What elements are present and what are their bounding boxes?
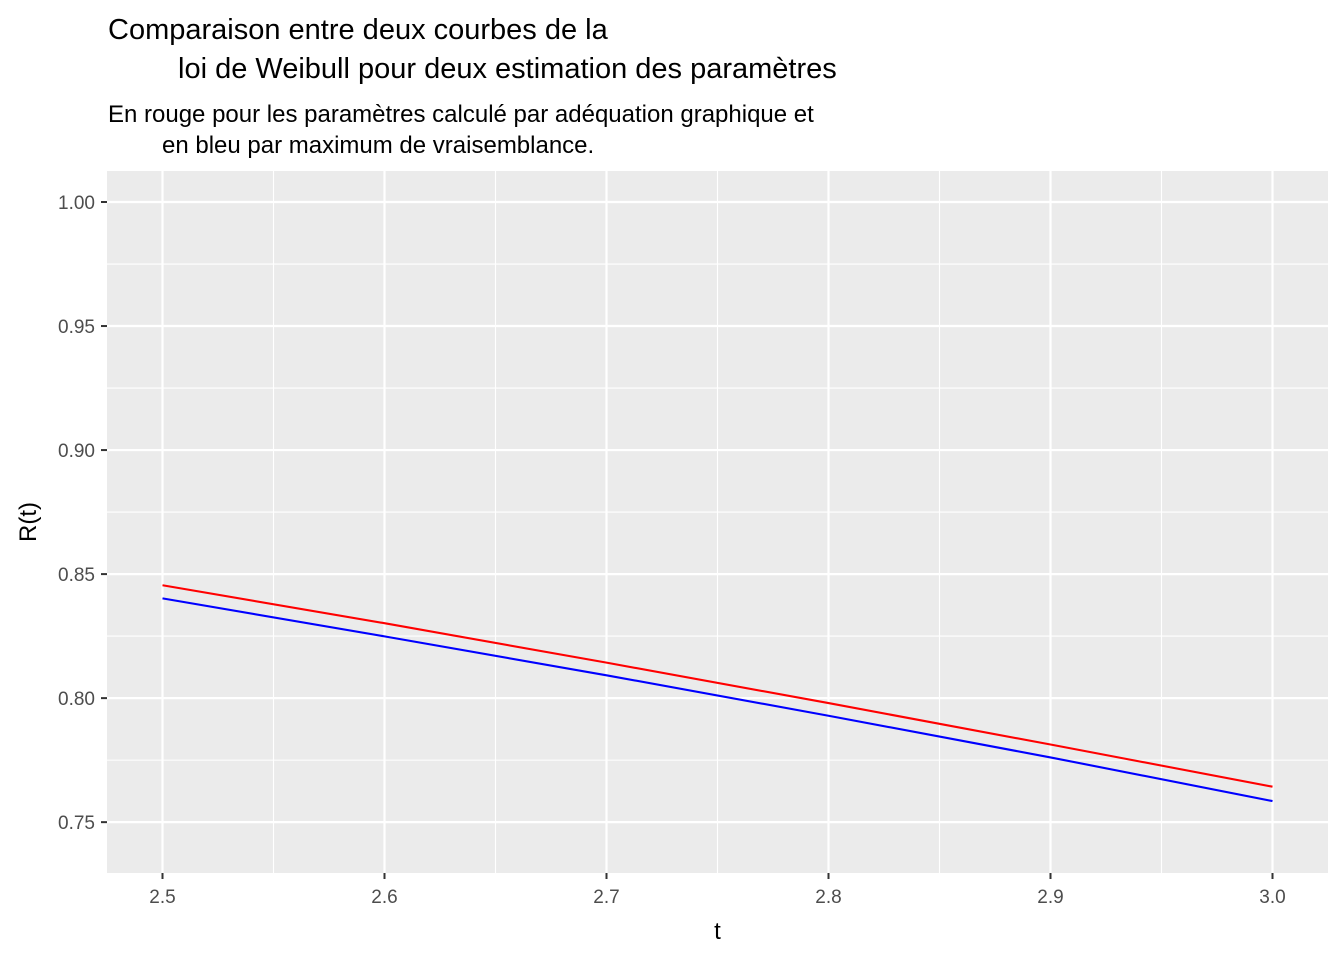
series-line-1 [162,584,1273,788]
y-tick-label: 0.90 [58,441,95,462]
x-axis-ticks: 2.5 2.6 2.7 2.8 2.9 3.0 [149,873,1286,908]
grid-major [107,171,1328,873]
y-tick-label: 0.95 [58,317,95,338]
y-tick-label: 0.80 [58,689,95,710]
x-tick-label: 2.9 [1037,887,1063,908]
x-tick-label: 2.8 [815,887,841,908]
chart-title-line-2: loi de Weibull pour deux estimation des … [178,53,837,85]
x-tick-label: 2.7 [593,887,619,908]
y-axis-ticks: 0.75 0.80 0.85 0.90 0.95 1.00 [58,193,107,834]
x-tick-label: 3.0 [1259,887,1285,908]
grid-minor [107,171,1328,873]
chart-subtitle-line-2: en bleu par maximum de vraisemblance. [162,132,594,159]
y-tick-label: 0.85 [58,565,95,586]
y-tick-label: 0.75 [58,813,95,834]
chart-subtitle-line-1: En rouge pour les paramètres calculé par… [108,101,814,128]
x-tick-label: 2.6 [371,887,397,908]
series-line-2 [162,597,1273,803]
y-tick-label: 1.00 [58,193,95,214]
x-axis-title: t [714,918,721,945]
x-tick-label: 2.5 [149,887,175,908]
y-axis-title: R(t) [15,502,42,542]
chart-title-line-1: Comparaison entre deux courbes de la [108,14,609,46]
series-layer [162,584,1273,803]
